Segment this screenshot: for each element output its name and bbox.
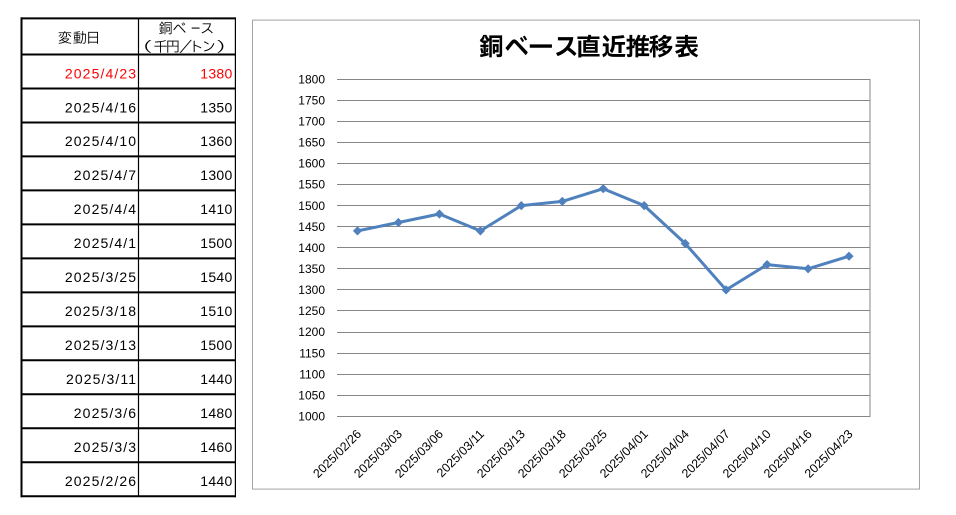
- svg-text:2025/3/13: 2025/3/13: [65, 337, 137, 353]
- svg-text:1480: 1480: [200, 405, 232, 421]
- svg-text:1200: 1200: [298, 325, 325, 339]
- svg-text:1300: 1300: [298, 283, 325, 297]
- svg-text:1050: 1050: [298, 388, 325, 402]
- svg-text:1510: 1510: [200, 303, 232, 319]
- svg-text:1350: 1350: [298, 262, 325, 276]
- svg-text:1650: 1650: [298, 136, 325, 150]
- svg-text:2025/2/26: 2025/2/26: [65, 473, 137, 489]
- svg-text:1500: 1500: [200, 337, 232, 353]
- svg-text:1360: 1360: [200, 133, 232, 149]
- svg-text:1800: 1800: [298, 72, 325, 86]
- svg-text:1150: 1150: [299, 346, 325, 360]
- svg-text:2025/4/23: 2025/4/23: [65, 65, 137, 81]
- svg-text:1440: 1440: [200, 473, 232, 489]
- svg-text:1400: 1400: [298, 241, 325, 255]
- svg-text:2025/4/1: 2025/4/1: [74, 235, 137, 251]
- svg-text:2025/4/4: 2025/4/4: [74, 201, 137, 217]
- svg-text:1550: 1550: [298, 178, 325, 192]
- svg-text:1000: 1000: [298, 410, 325, 424]
- svg-text:2025/4/7: 2025/4/7: [74, 167, 137, 183]
- svg-text:1250: 1250: [298, 304, 325, 318]
- svg-text:1350: 1350: [200, 99, 232, 115]
- svg-text:2025/3/6: 2025/3/6: [74, 405, 137, 421]
- svg-text:1540: 1540: [200, 269, 232, 285]
- svg-text:1100: 1100: [299, 367, 325, 381]
- svg-text:1380: 1380: [200, 65, 232, 81]
- svg-text:1410: 1410: [200, 201, 232, 217]
- svg-text:1600: 1600: [298, 157, 325, 171]
- svg-text:1450: 1450: [298, 220, 325, 234]
- svg-text:1750: 1750: [298, 94, 325, 108]
- svg-text:2025/4/16: 2025/4/16: [65, 99, 137, 115]
- svg-text:1500: 1500: [298, 199, 325, 213]
- svg-text:1300: 1300: [200, 167, 232, 183]
- svg-text:1700: 1700: [298, 115, 325, 129]
- svg-text:2025/3/11: 2025/3/11: [66, 371, 137, 387]
- svg-text:2025/3/18: 2025/3/18: [65, 303, 137, 319]
- svg-text:2025/3/25: 2025/3/25: [65, 269, 137, 285]
- svg-text:2025/4/10: 2025/4/10: [65, 133, 137, 149]
- svg-text:2025/3/3: 2025/3/3: [74, 439, 137, 455]
- svg-text:1500: 1500: [200, 235, 232, 251]
- svg-text:1440: 1440: [200, 371, 232, 387]
- svg-text:1460: 1460: [200, 439, 232, 455]
